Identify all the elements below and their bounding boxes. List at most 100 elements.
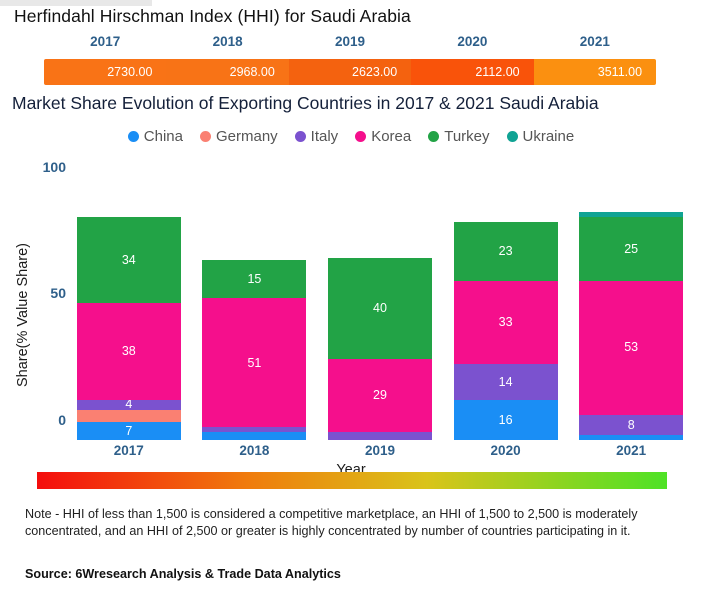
hhi-value-2019: 2623.00 xyxy=(352,65,398,79)
legend-label: Germany xyxy=(215,128,278,145)
x-label-2020: 2020 xyxy=(490,443,521,458)
hhi-year-header: 2017 2018 2019 2020 2021 xyxy=(44,34,656,54)
bar-segment-china[interactable] xyxy=(579,434,684,440)
legend-item-ukraine[interactable]: Ukraine xyxy=(506,128,575,145)
hhi-year-2017: 2017 xyxy=(90,34,121,49)
chart-plot-area: 100 50 0 Share(% Value Share) 7 4 38 34 51 15… xyxy=(0,155,702,440)
legend-dot-icon xyxy=(428,131,440,142)
hhi-title: Herfindahl Hirschman Index (HHI) for Sau… xyxy=(14,6,411,26)
hhi-segment-2017: 2730.00 xyxy=(44,59,167,85)
bar-column-2021: 8 53 25 xyxy=(568,155,694,440)
stacked-bar[interactable]: 7 4 38 34 xyxy=(76,217,181,440)
bar-segment-italy[interactable] xyxy=(202,427,307,433)
bar-segment-value: 53 xyxy=(624,340,639,355)
bar-segment-germany[interactable] xyxy=(76,409,181,423)
bar-segment-italy[interactable]: 8 xyxy=(579,414,684,435)
legend-item-korea[interactable]: Korea xyxy=(355,128,411,145)
bar-segment-turkey[interactable]: 15 xyxy=(202,260,307,299)
bar-segment-value: 40 xyxy=(373,301,387,316)
bar-segment-value: 23 xyxy=(498,244,513,259)
chart-legend: China Germany Italy Korea Turkey Ukraine xyxy=(0,128,702,145)
hhi-year-2019: 2019 xyxy=(334,34,366,49)
bar-segment-turkey[interactable]: 23 xyxy=(453,222,558,281)
bar-segment-turkey[interactable]: 40 xyxy=(327,257,432,360)
bar-segment-value: 4 xyxy=(125,397,133,412)
legend-label: Turkey xyxy=(444,128,490,145)
hhi-segment-2018: 2968.00 xyxy=(166,59,289,85)
x-label-2021: 2021 xyxy=(616,443,647,458)
stacked-bars: 7 4 38 34 51 15 29 40 16 14 33 23 8 53 25 xyxy=(66,155,694,440)
legend-dot-icon xyxy=(355,131,367,142)
legend-label: Italy xyxy=(310,128,339,145)
footer-note: Note - HHI of less than 1,500 is conside… xyxy=(25,507,638,539)
hhi-value-2018: 2968.00 xyxy=(229,65,275,79)
bar-column-2020: 16 14 33 23 xyxy=(443,155,569,440)
x-axis-labels: 2017 2018 2019 2020 2021 xyxy=(66,443,694,458)
bar-segment-value: 51 xyxy=(247,355,262,370)
bar-segment-value: 8 xyxy=(627,417,635,432)
bar-segment-value: 15 xyxy=(247,272,262,287)
bar-segment-value: 34 xyxy=(121,253,136,268)
legend-label: Korea xyxy=(371,128,412,145)
hhi-segment-2021: 3511.00 xyxy=(533,59,656,85)
bar-segment-italy[interactable] xyxy=(327,432,432,440)
bar-segment-value: 14 xyxy=(498,374,513,389)
y-axis-title: Share(% Value Share) xyxy=(15,243,31,388)
bar-segment-korea[interactable]: 29 xyxy=(327,359,432,433)
bar-segment-turkey[interactable]: 34 xyxy=(76,217,181,304)
y-tick-100: 100 xyxy=(42,159,66,175)
legend-item-china[interactable]: China xyxy=(127,128,183,145)
bar-column-2017: 7 4 38 34 xyxy=(66,155,192,440)
bar-column-2019: 29 40 xyxy=(317,155,443,440)
y-tick-0: 0 xyxy=(58,412,66,428)
bar-segment-korea[interactable]: 53 xyxy=(579,280,684,415)
hhi-scale-gradient xyxy=(37,472,667,489)
legend-label: China xyxy=(143,128,183,145)
stacked-bar[interactable]: 29 40 xyxy=(327,257,432,440)
legend-item-italy[interactable]: Italy xyxy=(294,128,339,145)
bar-segment-value: 7 xyxy=(125,423,133,438)
bar-segment-korea[interactable]: 38 xyxy=(76,303,181,400)
bar-segment-china[interactable] xyxy=(202,432,307,440)
bar-segment-china[interactable]: 16 xyxy=(453,399,558,440)
bar-segment-value: 33 xyxy=(498,315,513,330)
bar-segment-value: 29 xyxy=(373,388,387,403)
bar-segment-ukraine[interactable] xyxy=(579,212,684,218)
bar-segment-value: 38 xyxy=(121,344,136,359)
legend-dot-icon xyxy=(294,131,306,142)
legend-item-turkey[interactable]: Turkey xyxy=(428,128,490,145)
x-label-2017: 2017 xyxy=(113,443,144,458)
legend-dot-icon xyxy=(199,131,211,142)
legend-item-germany[interactable]: Germany xyxy=(199,128,278,145)
legend-label: Ukraine xyxy=(522,128,575,145)
legend-dot-icon xyxy=(127,131,139,142)
legend-dot-icon xyxy=(506,131,518,142)
stacked-bar[interactable]: 8 53 25 xyxy=(579,212,684,440)
chart-title: Market Share Evolution of Exporting Coun… xyxy=(12,93,599,113)
bar-segment-korea[interactable]: 33 xyxy=(453,280,558,365)
hhi-segment-2020: 2112.00 xyxy=(411,59,534,85)
bar-column-2018: 51 15 xyxy=(192,155,318,440)
hhi-year-2020: 2020 xyxy=(457,34,488,49)
bar-segment-italy[interactable]: 4 xyxy=(76,397,181,412)
top-edge-tab xyxy=(0,0,152,6)
hhi-value-bar: 2730.00 2968.00 2623.00 2112.00 3511.00 xyxy=(44,59,656,85)
stacked-bar[interactable]: 16 14 33 23 xyxy=(453,222,558,440)
hhi-year-2021: 2021 xyxy=(579,34,610,49)
x-label-2019: 2019 xyxy=(364,443,395,458)
hhi-year-2018: 2018 xyxy=(212,34,243,49)
bar-segment-korea[interactable]: 51 xyxy=(202,298,307,428)
bar-segment-italy[interactable]: 14 xyxy=(453,364,558,400)
hhi-value-2020: 2112.00 xyxy=(475,65,520,79)
bar-segment-value: 16 xyxy=(498,412,513,427)
hhi-value-2021: 3511.00 xyxy=(597,65,643,79)
bar-segment-turkey[interactable]: 25 xyxy=(579,217,684,281)
x-label-2018: 2018 xyxy=(239,443,270,458)
bar-segment-china[interactable]: 7 xyxy=(76,422,181,440)
y-tick-50: 50 xyxy=(50,285,66,301)
stacked-bar[interactable]: 51 15 xyxy=(202,260,307,440)
bar-segment-value: 25 xyxy=(624,241,639,256)
footer-source: Source: 6Wresearch Analysis & Trade Data… xyxy=(25,567,341,581)
hhi-segment-2019: 2623.00 xyxy=(288,59,412,85)
y-axis: 100 50 0 xyxy=(0,155,66,440)
